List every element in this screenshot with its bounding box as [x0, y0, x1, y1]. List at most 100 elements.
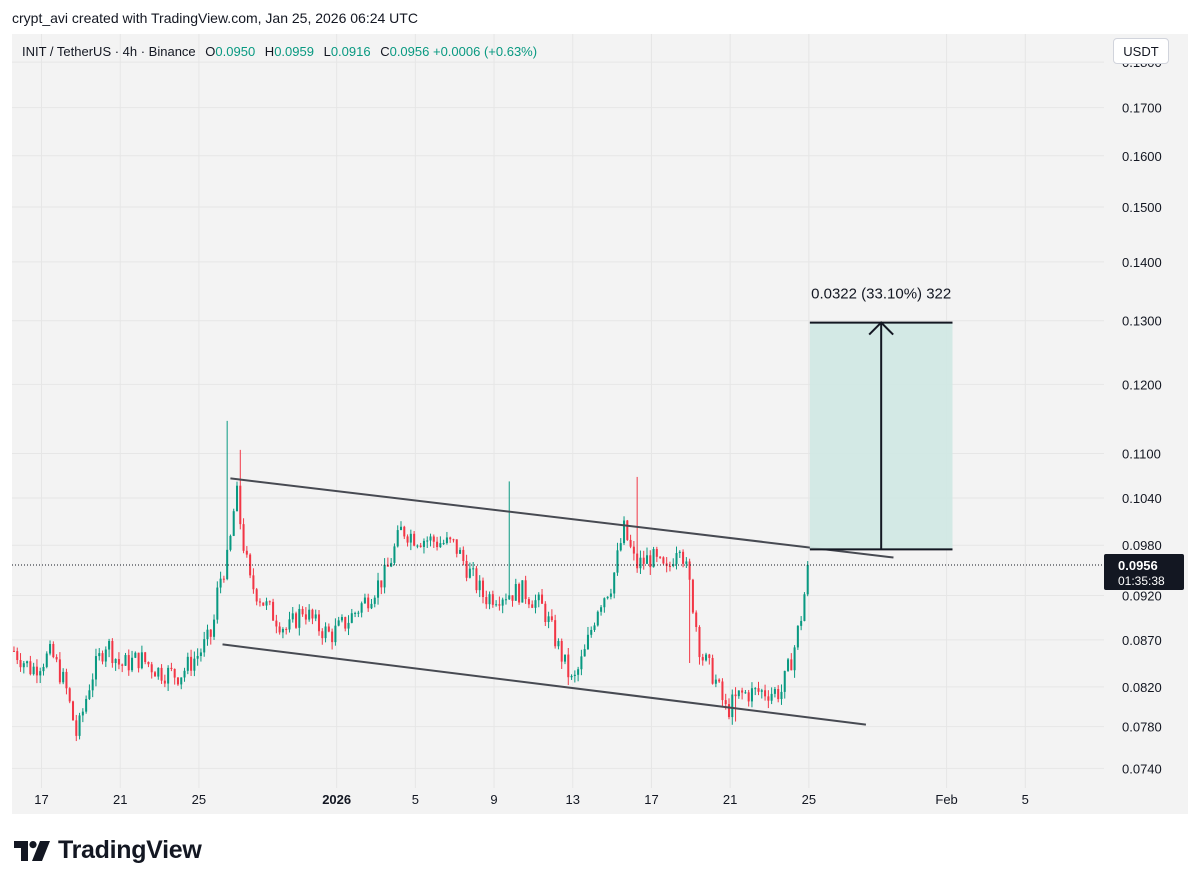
candle-body	[459, 549, 462, 554]
candle-body	[577, 669, 580, 675]
candle	[203, 631, 206, 657]
candle-body	[350, 613, 353, 623]
candle	[659, 556, 662, 560]
candle-body	[340, 617, 343, 621]
candle	[157, 667, 160, 680]
last-price-countdown: 01:35:38	[1118, 574, 1165, 588]
candle	[252, 568, 255, 594]
candle	[734, 687, 737, 722]
tradingview-logo[interactable]: TradingView	[14, 836, 202, 865]
candle	[140, 645, 143, 670]
candle	[22, 660, 25, 674]
candle-body	[606, 596, 609, 599]
candle-body	[554, 620, 557, 647]
candle	[16, 647, 19, 665]
candle	[49, 640, 52, 656]
candle	[754, 687, 757, 696]
candle	[750, 682, 753, 708]
candle	[144, 651, 147, 665]
candle	[147, 661, 150, 668]
candle-body	[147, 661, 150, 665]
candle-body	[203, 639, 206, 653]
candle	[275, 614, 278, 634]
candle-body	[485, 597, 488, 605]
y-tick-label: 0.1500	[1122, 200, 1162, 215]
candle	[153, 670, 157, 677]
candle	[393, 543, 396, 566]
candle	[645, 547, 649, 564]
candle-body	[252, 575, 255, 590]
candle-body	[557, 641, 560, 647]
currency-selector[interactable]: USDT	[1113, 38, 1169, 64]
candle	[560, 638, 563, 669]
candle	[396, 525, 399, 548]
candle-body	[649, 555, 652, 568]
x-tick-label: 9	[490, 792, 497, 807]
candle-body	[354, 612, 357, 614]
candle	[186, 652, 189, 675]
candle	[806, 561, 809, 597]
candle-body	[314, 614, 317, 619]
open-label: O	[205, 44, 216, 59]
candle-body	[767, 696, 770, 701]
candle-body	[465, 561, 468, 578]
candle-body	[583, 649, 586, 657]
chart-pane[interactable]	[12, 34, 1188, 814]
candle	[232, 508, 235, 537]
candle-body	[331, 631, 334, 643]
candle-body	[416, 545, 419, 547]
candle	[491, 590, 494, 608]
candle-body	[793, 647, 796, 671]
candle-body	[521, 580, 524, 603]
candle-body	[91, 679, 94, 691]
candle-body	[121, 664, 124, 666]
candle-body	[281, 629, 284, 633]
candle	[222, 575, 225, 583]
candle	[262, 602, 265, 607]
candle-body	[511, 595, 514, 601]
candle	[449, 536, 452, 543]
candle-body	[324, 626, 327, 639]
candle	[331, 628, 334, 650]
candle	[613, 572, 616, 599]
candle	[642, 550, 645, 570]
candle-body	[137, 652, 140, 669]
x-tick-label: 21	[723, 792, 737, 807]
candle	[514, 578, 517, 601]
open-value: 0.0950	[215, 44, 256, 59]
candle-body	[134, 652, 137, 658]
candle	[478, 575, 481, 598]
candles	[12, 420, 809, 742]
candle-body	[741, 690, 744, 693]
candle	[662, 556, 665, 565]
candle	[488, 591, 491, 610]
candle	[29, 655, 32, 676]
candle-body	[609, 593, 612, 597]
candle	[596, 610, 599, 627]
candle-body	[81, 711, 84, 716]
candle-body	[386, 564, 389, 567]
candle	[623, 516, 626, 546]
candle-body	[426, 540, 429, 542]
candle	[295, 611, 298, 629]
candle-body	[623, 520, 626, 544]
candle	[764, 684, 767, 701]
candle-body	[783, 670, 786, 692]
x-tick-label: 17	[34, 792, 48, 807]
candle-body	[672, 564, 675, 567]
symbol-name[interactable]: INIT / TetherUS · 4h · Binance	[22, 44, 196, 59]
candle-body	[226, 549, 229, 580]
candle-body	[711, 657, 714, 684]
candle	[495, 600, 498, 607]
candle-body	[213, 619, 216, 637]
candle	[334, 618, 337, 646]
candle	[249, 553, 252, 579]
y-tick-label: 0.1300	[1122, 314, 1162, 329]
candle-body	[534, 600, 537, 608]
candle	[399, 521, 403, 531]
candle	[108, 638, 111, 658]
candle-body	[695, 612, 698, 628]
candle	[531, 600, 534, 609]
candle-body	[701, 657, 704, 661]
